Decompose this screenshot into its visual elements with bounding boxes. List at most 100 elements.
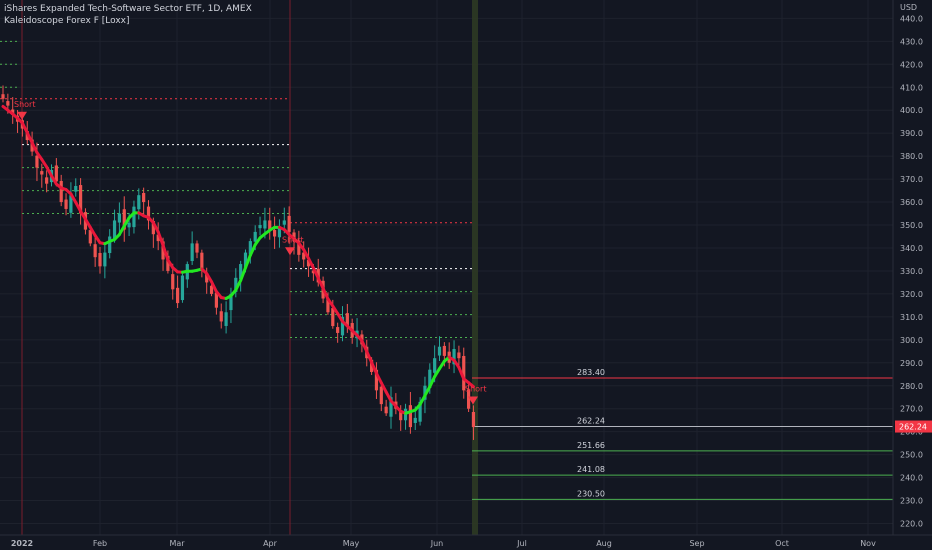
signal-label: Short	[282, 235, 303, 244]
candle	[171, 274, 175, 290]
candle	[389, 397, 393, 417]
candle	[117, 213, 121, 223]
candle	[462, 355, 466, 391]
candle	[142, 192, 146, 203]
ma-segment	[161, 243, 170, 262]
currency-label: USD	[900, 3, 917, 12]
candle	[442, 345, 446, 356]
candle	[35, 155, 39, 168]
ma-segment	[336, 312, 344, 323]
ma-segment	[457, 365, 466, 381]
candle	[263, 220, 267, 229]
price-tick: 250.0	[900, 451, 923, 460]
price-tick: 420.0	[900, 60, 923, 69]
ma-segment	[210, 280, 218, 294]
indicator-title[interactable]: Kaleidoscope Forex F [Loxx]	[4, 16, 130, 26]
time-tick: Sep	[689, 539, 704, 548]
time-tick: Mar	[169, 539, 185, 548]
price-tick: 240.0	[900, 474, 923, 483]
ma-segment	[30, 141, 39, 155]
price-axis[interactable]: USD 440.0 430.0 420.0 410.0 400.0 390.0 380.0 3…	[892, 0, 932, 550]
time-tick: Aug	[596, 539, 612, 548]
candle	[98, 252, 102, 267]
ma-segment	[151, 221, 160, 234]
candle	[176, 287, 180, 304]
ma-segment	[365, 349, 374, 364]
ma-segment	[122, 216, 131, 228]
candle	[467, 389, 471, 409]
ma-segment	[316, 276, 325, 290]
candle	[287, 215, 291, 232]
time-tick: Jul	[516, 539, 527, 548]
candle	[132, 206, 136, 228]
candle	[306, 259, 311, 267]
chart-pane[interactable]	[0, 0, 893, 535]
price-tick: 360.0	[900, 198, 923, 207]
candle	[384, 406, 388, 414]
candle	[79, 185, 83, 214]
symbol-title[interactable]: iShares Expanded Tech-Software Sector ET…	[4, 4, 252, 14]
candle	[54, 165, 58, 182]
candle	[239, 264, 243, 280]
ma-segment	[69, 192, 78, 204]
ma-segment	[166, 258, 175, 270]
candle	[103, 252, 107, 267]
candle	[195, 243, 199, 253]
time-tick: Jun	[430, 539, 444, 548]
candle	[219, 311, 223, 322]
ma-segment	[239, 266, 247, 282]
signal-markers: Short Short Short	[14, 100, 486, 405]
time-tick: Feb	[93, 539, 107, 548]
level-value: 230.50	[577, 489, 605, 498]
candle	[340, 316, 345, 336]
ma-segment	[74, 200, 83, 213]
candle	[156, 234, 160, 242]
price-tick: 380.0	[900, 152, 923, 161]
ma-segment	[360, 339, 369, 353]
candle	[69, 195, 73, 213]
candle	[205, 273, 209, 283]
time-tick: May	[343, 539, 360, 548]
candle	[40, 171, 44, 175]
candle	[437, 346, 442, 356]
candle	[258, 225, 262, 229]
candle	[151, 220, 155, 235]
candle	[413, 417, 417, 423]
price-tick: 230.0	[900, 497, 923, 506]
ma-segment	[428, 375, 437, 389]
price-tick: 290.0	[900, 359, 923, 368]
candle	[146, 206, 151, 221]
candle	[302, 252, 306, 260]
time-axis[interactable]: 2022 Feb Mar Apr May Jun Jul Aug Sep Oct Nov	[0, 534, 932, 548]
current-price-value: 262.24	[899, 423, 927, 432]
price-tick: 400.0	[900, 106, 923, 115]
candle	[88, 230, 92, 244]
price-tick: 220.0	[900, 520, 923, 529]
candle	[292, 232, 296, 242]
candle	[418, 401, 422, 422]
short-arrow-icon	[17, 111, 27, 120]
candle	[224, 312, 228, 326]
candle	[200, 252, 204, 271]
current-bar-highlight	[472, 0, 478, 535]
candle	[428, 369, 432, 388]
price-tick: 320.0	[900, 290, 923, 299]
price-tick: 280.0	[900, 382, 923, 391]
candle	[229, 293, 233, 311]
horizontal-levels	[0, 40, 893, 500]
ma-segment	[423, 385, 432, 398]
ma-segment	[370, 360, 378, 375]
candle	[6, 101, 10, 106]
ma-segment	[307, 256, 315, 270]
candle	[108, 236, 112, 254]
ma-segment	[302, 248, 311, 260]
candle	[297, 240, 301, 255]
price-tick: 310.0	[900, 313, 923, 322]
candle	[122, 209, 126, 230]
time-tick: Nov	[860, 539, 876, 548]
candle	[59, 180, 63, 203]
price-tick: 390.0	[900, 129, 923, 138]
level-value: 251.66	[577, 441, 605, 450]
ma-segment	[379, 381, 388, 394]
